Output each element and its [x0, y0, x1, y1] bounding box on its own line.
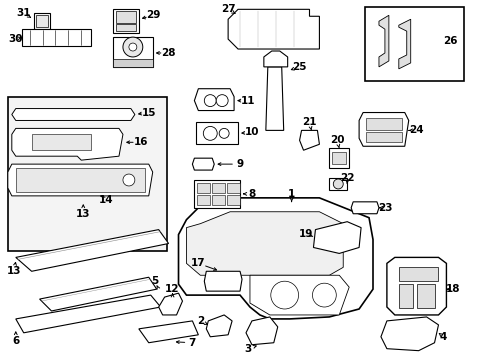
Circle shape: [122, 37, 142, 57]
Text: 6: 6: [12, 336, 20, 346]
Text: 19: 19: [298, 229, 312, 239]
Text: 26: 26: [442, 36, 457, 46]
Bar: [113, 59, 152, 67]
Text: 2: 2: [196, 316, 203, 326]
Text: 18: 18: [445, 284, 460, 294]
Bar: [16, 168, 144, 192]
Polygon shape: [358, 113, 408, 146]
Text: 23: 23: [377, 203, 391, 213]
Polygon shape: [178, 198, 372, 319]
Circle shape: [129, 43, 137, 51]
Polygon shape: [139, 321, 198, 343]
Circle shape: [312, 283, 336, 307]
Polygon shape: [8, 164, 152, 196]
Polygon shape: [313, 222, 360, 253]
Text: 13: 13: [76, 209, 90, 219]
Bar: [328, 178, 346, 190]
Bar: [113, 37, 152, 67]
Text: 21: 21: [302, 117, 316, 127]
Text: 31: 31: [17, 8, 31, 18]
Polygon shape: [196, 122, 238, 144]
Text: 13: 13: [6, 266, 21, 276]
Text: 9: 9: [236, 159, 243, 169]
Text: 4: 4: [439, 332, 446, 342]
Text: 11: 11: [240, 96, 255, 105]
Polygon shape: [40, 277, 156, 311]
Circle shape: [204, 95, 216, 107]
Polygon shape: [194, 89, 234, 111]
Circle shape: [270, 281, 298, 309]
Polygon shape: [12, 129, 122, 160]
Text: 14: 14: [99, 195, 113, 205]
Bar: [416, 284, 434, 308]
Polygon shape: [228, 9, 319, 49]
Text: 1: 1: [287, 189, 295, 199]
Bar: [398, 267, 438, 281]
Bar: [197, 195, 210, 205]
Text: 8: 8: [248, 189, 255, 199]
Text: 25: 25: [292, 62, 306, 72]
Polygon shape: [299, 130, 319, 150]
Polygon shape: [16, 230, 168, 271]
Circle shape: [122, 174, 135, 186]
Bar: [36, 15, 47, 27]
Bar: [212, 183, 224, 193]
Circle shape: [219, 129, 229, 138]
Polygon shape: [192, 158, 214, 170]
Text: 12: 12: [165, 284, 180, 294]
Bar: [116, 11, 136, 23]
Polygon shape: [21, 29, 91, 46]
Text: 20: 20: [329, 135, 344, 145]
Polygon shape: [16, 295, 161, 333]
Polygon shape: [378, 15, 388, 67]
Text: 27: 27: [221, 4, 235, 14]
Bar: [197, 183, 210, 193]
Text: 10: 10: [244, 127, 259, 138]
Bar: [332, 152, 346, 164]
Circle shape: [216, 95, 228, 107]
Bar: [34, 13, 49, 29]
Text: 28: 28: [161, 48, 176, 58]
Bar: [366, 132, 401, 142]
Polygon shape: [12, 109, 135, 121]
Polygon shape: [380, 317, 438, 351]
Polygon shape: [204, 271, 242, 291]
Circle shape: [333, 179, 343, 189]
Text: 5: 5: [151, 276, 158, 286]
Bar: [212, 195, 224, 205]
Bar: [226, 183, 240, 193]
Polygon shape: [386, 257, 446, 315]
Bar: [398, 284, 412, 308]
Text: 3: 3: [244, 344, 251, 354]
Bar: [8, 96, 166, 251]
Bar: [113, 9, 139, 33]
Text: 16: 16: [133, 137, 148, 147]
Bar: [32, 134, 91, 150]
Text: 29: 29: [146, 10, 161, 20]
Polygon shape: [249, 275, 348, 315]
Polygon shape: [398, 19, 410, 69]
Text: 17: 17: [191, 258, 205, 268]
Text: 7: 7: [188, 338, 196, 348]
Text: 24: 24: [408, 125, 423, 135]
Bar: [328, 148, 348, 168]
Circle shape: [203, 126, 217, 140]
Polygon shape: [265, 67, 283, 130]
Polygon shape: [350, 202, 378, 214]
Bar: [366, 118, 401, 130]
Text: 22: 22: [339, 173, 354, 183]
Polygon shape: [206, 315, 232, 337]
Text: 30: 30: [8, 34, 23, 44]
Polygon shape: [158, 293, 182, 315]
Polygon shape: [186, 212, 343, 275]
Bar: [365, 7, 463, 81]
Polygon shape: [245, 317, 277, 345]
Bar: [194, 180, 240, 208]
Bar: [116, 24, 136, 31]
Text: 15: 15: [141, 108, 156, 117]
Bar: [226, 195, 240, 205]
Polygon shape: [264, 51, 287, 67]
